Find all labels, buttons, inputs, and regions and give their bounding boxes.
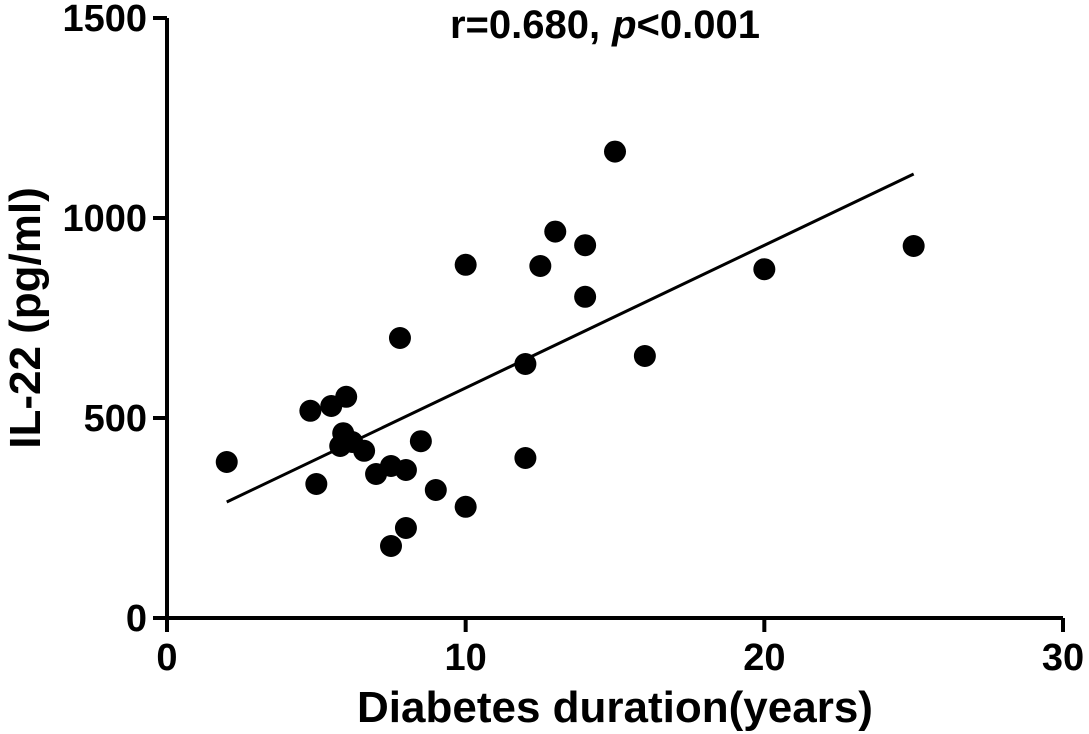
y-tick-label: 1000: [62, 198, 147, 240]
fit-line: [226, 172, 915, 504]
data-point: [633, 345, 656, 367]
data-point: [335, 385, 358, 408]
y-tick-label: 1500: [62, 0, 147, 40]
y-tick-label: 0: [126, 598, 147, 640]
data-point: [388, 327, 411, 349]
x-tick-label: 10: [445, 637, 487, 679]
data-point: [424, 479, 447, 501]
data-point: [753, 258, 776, 281]
data-point: [394, 517, 417, 539]
data-point: [380, 535, 402, 557]
data-point: [514, 353, 537, 375]
data-point: [454, 253, 477, 276]
data-points: [215, 140, 925, 557]
x-axis-title: Diabetes duration(years): [357, 683, 873, 732]
data-point: [454, 495, 477, 518]
data-point: [574, 285, 597, 308]
data-point: [514, 447, 537, 469]
data-point: [305, 473, 328, 495]
x-tick-label: 20: [743, 637, 785, 679]
data-point: [574, 234, 597, 257]
y-axis-title: IL-22 (pg/ml): [1, 187, 50, 449]
data-point: [394, 459, 417, 481]
data-point: [409, 430, 432, 453]
data-point: [299, 399, 322, 422]
fit-line-group: [226, 172, 915, 504]
data-point: [353, 439, 376, 462]
y-tick-label: 500: [84, 398, 147, 440]
data-point: [544, 220, 567, 243]
x-tick-label: 30: [1042, 637, 1084, 679]
chart-title: r=0.680, p<0.001: [450, 3, 760, 47]
data-point: [902, 235, 925, 257]
data-point: [604, 140, 626, 163]
data-point: [529, 255, 552, 277]
axes: 0 10 20 30 0 500 1000 1500: [62, 0, 1084, 679]
x-tick-label: 0: [156, 637, 177, 679]
data-point: [215, 451, 238, 473]
